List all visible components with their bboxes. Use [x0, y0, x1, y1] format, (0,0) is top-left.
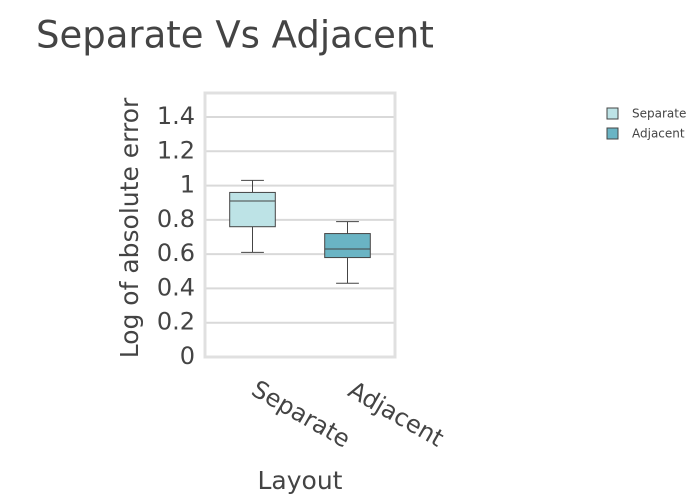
y-tick-label: 0 [180, 342, 195, 370]
x-tick-label: Separate [247, 375, 355, 454]
y-tick-label: 0.6 [157, 239, 195, 267]
plot-border [203, 91, 397, 359]
box [229, 191, 276, 228]
y-axis-title: Log of absolute error [115, 97, 144, 358]
y-tick-label: 1.2 [157, 136, 195, 164]
box [324, 233, 371, 259]
chart-title: Separate Vs Adjacent [36, 14, 434, 57]
y-tick-label: 0.2 [157, 308, 195, 336]
x-tick-label: Adjacent [343, 376, 448, 453]
legend-label: Separate [632, 107, 686, 121]
legend-swatch [606, 127, 619, 140]
y-tick-label: 0.4 [157, 273, 195, 301]
y-tick-label: 1 [180, 171, 195, 199]
legend-label: Adjacent [632, 127, 685, 141]
y-tick-label: 1.4 [157, 102, 195, 130]
y-tick-label: 0.8 [157, 205, 195, 233]
legend-swatch [606, 107, 619, 120]
x-axis-title: Layout [258, 466, 343, 495]
